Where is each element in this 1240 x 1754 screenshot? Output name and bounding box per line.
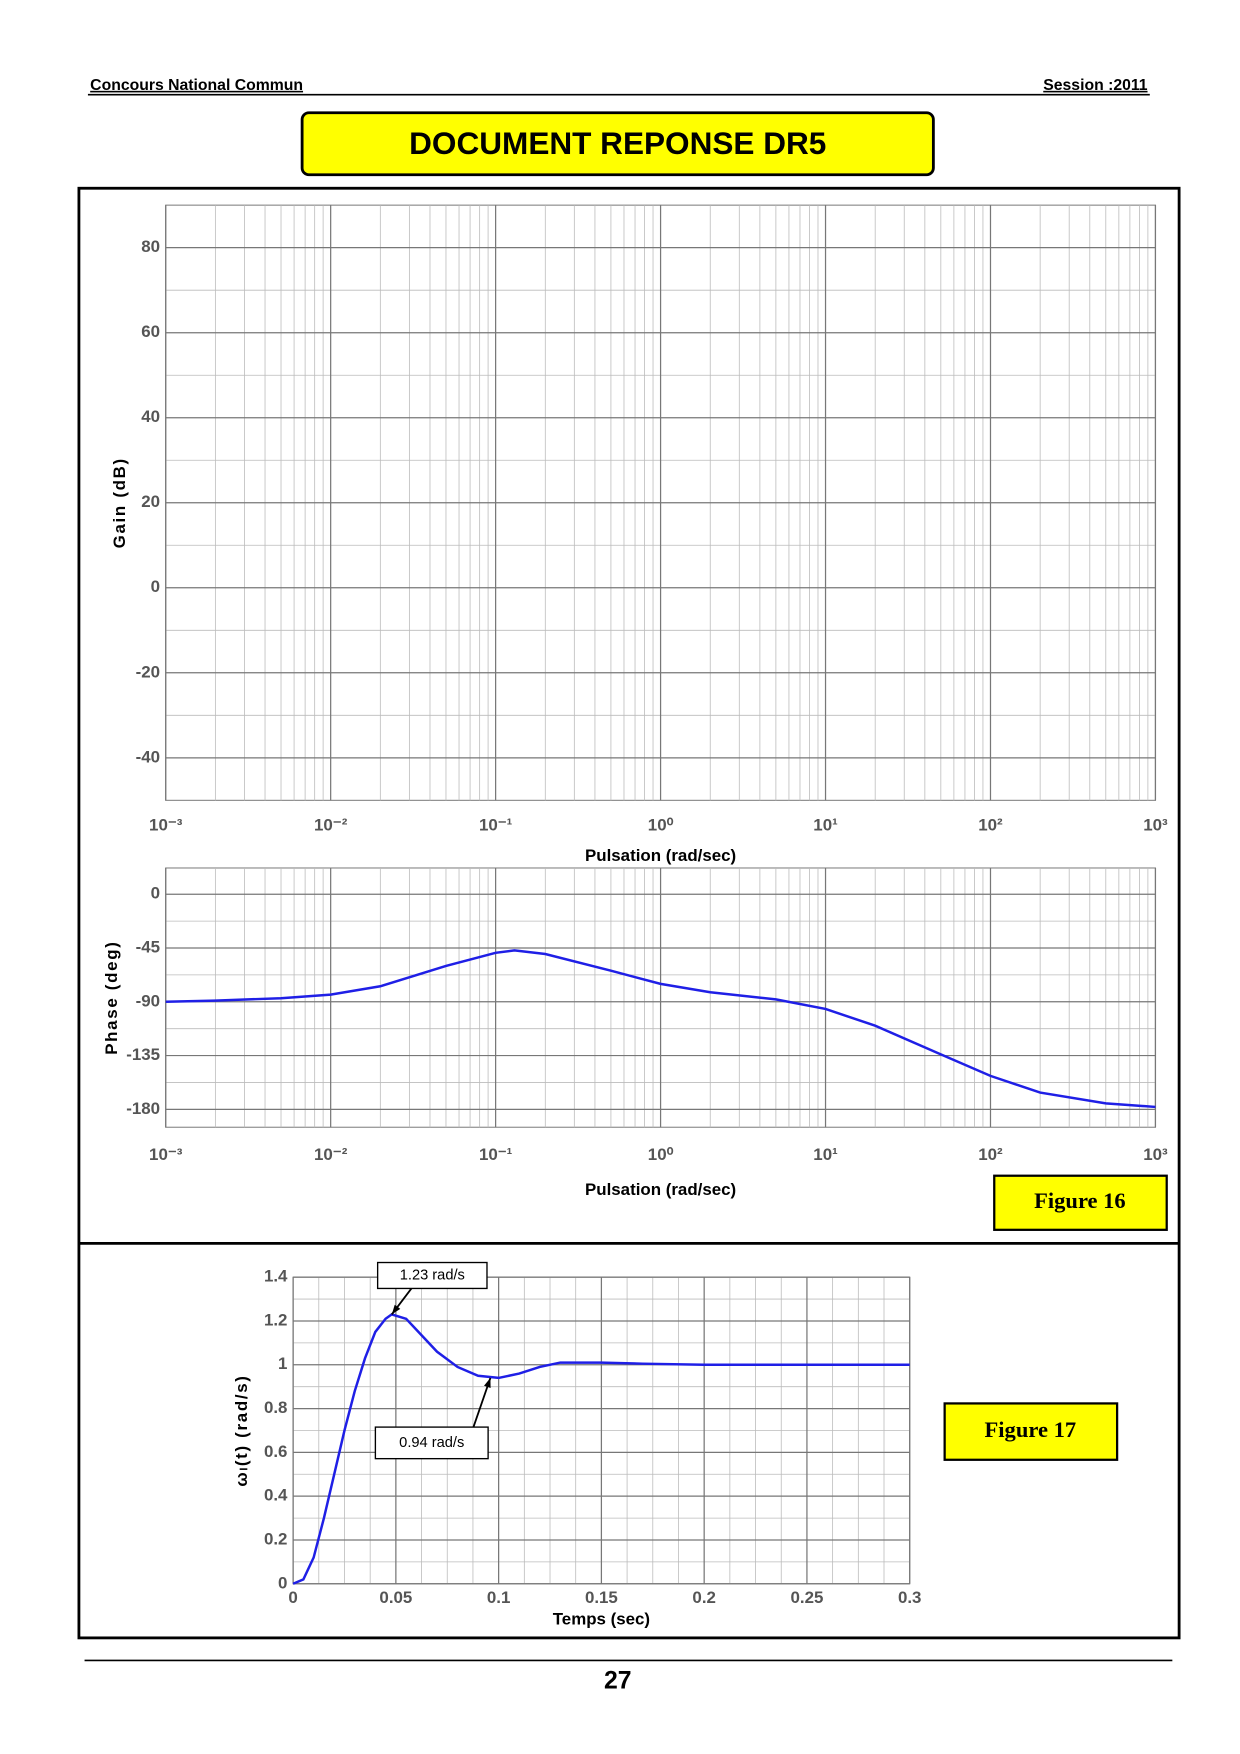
- annotation-text: 1.23 rad/s: [400, 1267, 465, 1283]
- header-left: Concours National Commun: [90, 77, 303, 94]
- x-tick-label: 0.1: [487, 1588, 510, 1607]
- x-tick-label: 10⁰: [648, 816, 674, 835]
- outer-frame: [77, 186, 1181, 1640]
- x-tick-label: 10³: [1143, 816, 1168, 835]
- y-tick-label: 0.8: [264, 1398, 287, 1417]
- y-tick-label: -40: [136, 747, 160, 766]
- y-axis-label: ωₗ(t) (rad/s): [232, 1374, 251, 1486]
- y-tick-label: 60: [141, 322, 160, 341]
- data-line: [165, 949, 1156, 1109]
- y-tick-label: -90: [136, 991, 160, 1010]
- figure-box: [993, 1174, 1168, 1231]
- y-tick-label: 1.4: [264, 1267, 288, 1286]
- document-title: DOCUMENT REPONSE DR5: [409, 125, 826, 161]
- y-tick-label: 1: [278, 1354, 287, 1373]
- header-right: Session :2011: [1043, 77, 1148, 94]
- y-tick-label: -45: [136, 938, 160, 957]
- arrow-head: [391, 1304, 401, 1315]
- x-axis-label: Pulsation (rad/sec): [585, 846, 736, 865]
- arrow-head: [484, 1377, 491, 1389]
- y-tick-label: -20: [136, 662, 160, 681]
- x-tick-label: 10⁻²: [314, 1145, 348, 1164]
- y-tick-label: 0.6: [264, 1442, 287, 1461]
- y-tick-label: 0.2: [264, 1529, 287, 1548]
- y-axis-label: Gain (dB): [110, 457, 129, 548]
- y-tick-label: 0.4: [264, 1486, 288, 1505]
- y-axis-label: Phase (deg): [102, 940, 121, 1054]
- y-tick-label: 0: [278, 1573, 287, 1592]
- figure-label: Figure 16: [1034, 1188, 1126, 1213]
- y-tick-label: 40: [141, 407, 160, 426]
- x-tick-label: 10²: [978, 1145, 1003, 1164]
- y-tick-label: -180: [126, 1099, 160, 1118]
- x-axis-label: Pulsation (rad/sec): [585, 1180, 736, 1199]
- x-tick-label: 10⁰: [648, 1145, 674, 1164]
- x-tick-label: 10³: [1143, 1145, 1168, 1164]
- y-tick-label: 0: [151, 577, 160, 596]
- x-tick-label: 0.05: [379, 1588, 412, 1607]
- x-tick-label: 0: [288, 1588, 297, 1607]
- y-tick-label: 20: [141, 492, 160, 511]
- y-tick-label: 80: [141, 237, 160, 256]
- page-number: 27: [604, 1667, 632, 1694]
- x-tick-label: 10⁻³: [149, 816, 183, 835]
- data-line: [292, 1313, 910, 1585]
- y-tick-label: 0: [151, 884, 160, 903]
- y-tick-label: -135: [126, 1045, 160, 1064]
- figure-box: [943, 1402, 1119, 1461]
- annotation-box: [376, 1261, 488, 1290]
- x-tick-label: 0.15: [585, 1588, 618, 1607]
- x-tick-label: 0.3: [898, 1588, 921, 1607]
- y-tick-label: 1.2: [264, 1310, 287, 1329]
- x-tick-label: 0.25: [790, 1588, 823, 1607]
- x-axis-label: Temps (sec): [553, 1609, 650, 1628]
- annotation-text: 0.94 rad/s: [399, 1435, 464, 1451]
- x-tick-label: 10¹: [813, 816, 838, 835]
- title-box: [300, 111, 935, 177]
- x-tick-label: 10⁻¹: [479, 1145, 513, 1164]
- x-tick-label: 10⁻³: [149, 1145, 183, 1164]
- figure-label: Figure 17: [985, 1417, 1077, 1442]
- x-tick-label: 0.2: [692, 1588, 715, 1607]
- x-tick-label: 10²: [978, 816, 1003, 835]
- x-tick-label: 10⁻²: [314, 816, 348, 835]
- x-tick-label: 10⁻¹: [479, 816, 513, 835]
- x-tick-label: 10¹: [813, 1145, 838, 1164]
- annotation-box: [374, 1426, 489, 1460]
